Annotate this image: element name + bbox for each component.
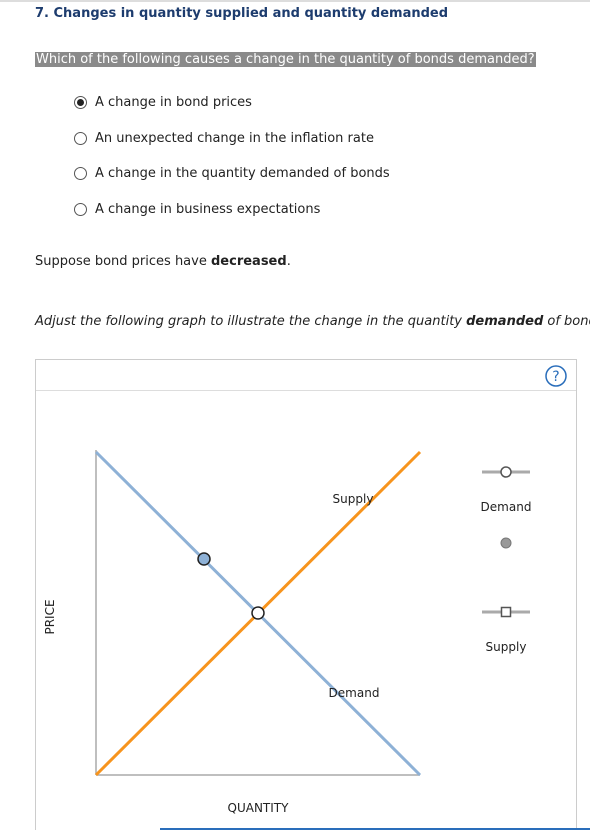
supply-label: Supply (333, 492, 374, 506)
legend-supply-point[interactable] (500, 606, 512, 618)
x-axis-label: QUANTITY (228, 801, 290, 815)
radio-button[interactable] (74, 203, 87, 216)
legend-label: Supply (486, 640, 527, 654)
text: . (286, 254, 291, 269)
radio-button[interactable] (74, 167, 87, 180)
text: Adjust the following graph to illustrate… (35, 314, 467, 329)
legend-point-tool[interactable] (500, 537, 512, 549)
help-button[interactable] (545, 365, 567, 387)
option-label[interactable]: An unexpected change in the inflation ra… (95, 131, 374, 146)
option-label[interactable]: A change in the quantity demanded of bon… (95, 166, 390, 181)
radio-button[interactable] (74, 96, 87, 109)
option[interactable]: A change in the quantity demanded of bon… (74, 166, 390, 181)
y-axis-label: PRICE (43, 599, 57, 634)
question: Which of the following causes a change i… (35, 52, 536, 67)
scenario: Suppose bond prices have decreased. (35, 254, 291, 269)
title: 7. Changes in quantity supplied and quan… (35, 6, 449, 21)
top-border (0, 0, 590, 2)
text: Suppose bond prices have (35, 254, 211, 269)
demand-point[interactable] (197, 552, 211, 566)
option[interactable]: A change in bond prices (74, 95, 252, 110)
panel-border (35, 359, 577, 830)
emphasis: demanded (466, 314, 544, 329)
option[interactable]: A change in business expectations (74, 202, 320, 217)
option-label[interactable]: A change in business expectations (95, 202, 321, 217)
instruction: Adjust the following graph to illustrate… (35, 314, 590, 329)
option-label[interactable]: A change in bond prices (95, 95, 252, 110)
radio-button[interactable] (74, 132, 87, 145)
option[interactable]: An unexpected change in the inflation ra… (74, 131, 374, 146)
equilibrium-point[interactable] (251, 606, 265, 620)
legend-demand-point[interactable] (500, 466, 512, 478)
help-icon[interactable]: ? (552, 369, 559, 385)
demand-label: Demand (329, 686, 380, 700)
legend-label: Demand (481, 500, 532, 514)
emphasis: decreased (210, 254, 287, 269)
text: of bonds. (547, 314, 590, 329)
